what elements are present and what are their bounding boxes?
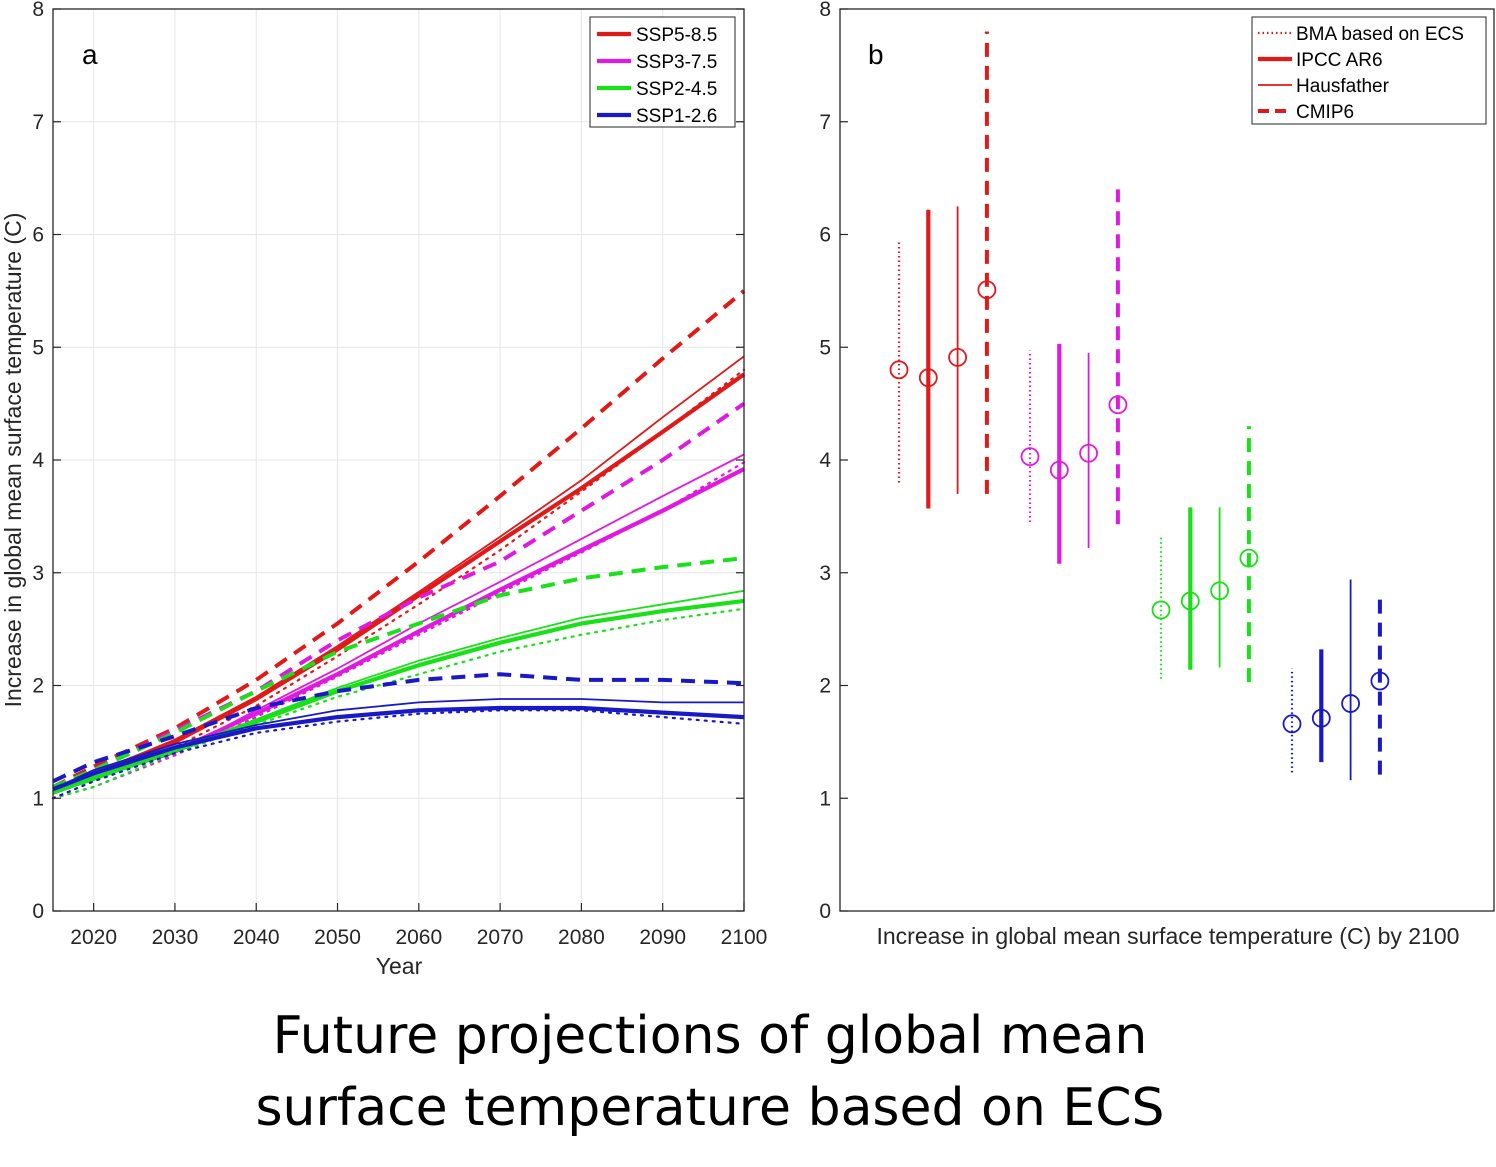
y-tick-label: 1: [819, 787, 831, 810]
legend-label: BMA based on ECS: [1296, 24, 1464, 45]
panel-a-grid: [53, 8, 745, 912]
series-line-ssp2-4-5-thin: [52, 589, 745, 794]
legend-label: SSP2-4.5: [636, 79, 717, 100]
y-tick-label: 1: [32, 787, 44, 810]
y-tick-label: 4: [32, 449, 44, 472]
central-marker-ssp3-7-5-ipcc-ar6: [1049, 460, 1069, 480]
central-marker-ssp2-4-5-ipcc-ar6: [1180, 591, 1200, 611]
caption-line-2: surface temperature based on ECS: [255, 1078, 1165, 1138]
legend-label: SSP1-2.6: [636, 106, 717, 127]
x-tick-label: 2070: [477, 926, 524, 949]
x-tick-label: 2100: [721, 926, 768, 949]
central-marker-ssp5-8-5-ipcc-ar6: [918, 368, 938, 388]
y-tick-label: 2: [819, 675, 831, 698]
caption-line-1: Future projections of global mean: [272, 1006, 1148, 1066]
x-tick-label: 2030: [152, 926, 199, 949]
x-tick-label: 2050: [314, 926, 361, 949]
y-tick-label: 0: [819, 900, 831, 923]
y-tick-label: 8: [819, 0, 831, 21]
panel-a: 2020 2030 2040 2050 2060 2070 2080 2090 2100 0 1 2 3…: [0, 0, 767, 979]
y-tick-label: 5: [819, 336, 831, 359]
y-tick-label: 8: [32, 0, 44, 21]
panel-a-xlabel: Year: [376, 953, 423, 979]
legend-label: Hausfather: [1296, 76, 1390, 97]
panel-a-letter: a: [82, 39, 98, 70]
y-tick-label: 2: [32, 675, 44, 698]
central-marker-ssp2-4-5-bma-based-on-ecs: [1151, 600, 1171, 620]
series-line-ssp1-2-6-dashed: [52, 672, 745, 784]
panel-b: 0 1 2 3 4 5 6 7 8 b Increase in global mean surf…: [819, 0, 1495, 949]
legend-label: IPCC AR6: [1296, 50, 1383, 71]
central-marker-ssp3-7-5-hausfather: [1079, 443, 1098, 463]
central-marker-ssp5-8-5-hausfather: [948, 347, 967, 367]
series-line-ssp1-2-6-dotted: [51, 709, 746, 800]
y-tick-label: 7: [819, 111, 831, 134]
panel-b-frame: [839, 8, 1495, 912]
x-tick-label: 2020: [70, 926, 117, 949]
central-marker-ssp5-8-5-cmip6: [977, 280, 997, 300]
panel-a-lines: [51, 289, 746, 800]
x-tick-label: 2040: [233, 926, 280, 949]
central-marker-ssp3-7-5-cmip6: [1108, 395, 1128, 415]
x-tick-label: 2080: [558, 926, 605, 949]
x-tick-label: 2060: [395, 926, 442, 949]
series-line-ssp5-8-5-thick: [52, 372, 746, 792]
y-tick-label: 6: [819, 224, 831, 247]
y-tick-label: 6: [32, 224, 44, 247]
panel-b-letter: b: [868, 39, 884, 70]
figure-caption: Future projections of global mean surfac…: [0, 1000, 1420, 1144]
series-line-ssp3-7-5-dashed: [52, 401, 746, 789]
central-marker-ssp1-2-6-hausfather: [1341, 694, 1360, 713]
panel-b-marks: [889, 31, 1390, 781]
panel-b-ticks: 0 1 2 3 4 5 6 7 8: [819, 0, 848, 923]
y-tick-label: 3: [819, 562, 831, 585]
y-tick-label: 4: [819, 449, 831, 472]
y-tick-label: 3: [32, 562, 44, 585]
legend-label: SSP3-7.5: [636, 52, 717, 73]
panel-b-xlabel: Increase in global mean surface temperat…: [877, 923, 1460, 949]
legend-label: CMIP6: [1296, 102, 1354, 123]
central-marker-ssp5-8-5-bma-based-on-ecs: [889, 360, 909, 380]
series-line-ssp3-7-5-thin: [52, 453, 745, 794]
legend-label: SSP5-8.5: [636, 25, 717, 46]
series-line-ssp2-4-5-dotted: [51, 607, 746, 800]
series-line-ssp1-2-6-thick: [52, 705, 745, 792]
central-marker-ssp1-2-6-cmip6: [1370, 671, 1390, 691]
central-marker-ssp2-4-5-hausfather: [1210, 581, 1229, 601]
series-line-ssp2-4-5-dashed: [52, 556, 745, 789]
y-tick-label: 0: [32, 900, 44, 923]
central-marker-ssp1-2-6-ipcc-ar6: [1311, 708, 1331, 728]
y-tick-label: 5: [32, 336, 44, 359]
series-line-ssp1-2-6-thin: [52, 698, 744, 791]
panel-a-legend: SSP5-8.5 SSP3-7.5 SSP2-4.5 SSP1-2.6: [589, 16, 736, 128]
central-marker-ssp1-2-6-bma-based-on-ecs: [1282, 714, 1302, 734]
series-line-ssp5-8-5-dashed: [52, 289, 746, 789]
x-tick-label: 2090: [639, 926, 686, 949]
central-marker-ssp2-4-5-cmip6: [1239, 548, 1259, 568]
panel-a-ylabel: Increase in global mean surface temperat…: [0, 213, 26, 708]
figure: 2020 2030 2040 2050 2060 2070 2080 2090 2100 0 1 2 3…: [0, 0, 1495, 979]
panel-b-legend: BMA based on ECS IPCC AR6 Hausfather CMIP6: [1251, 16, 1487, 125]
y-tick-label: 7: [32, 111, 44, 134]
panel-a-ticks: 2020 2030 2040 2050 2060 2070 2080 2090 2100 0 1 2 3…: [32, 0, 767, 949]
legend-box: [1251, 16, 1487, 125]
central-marker-ssp3-7-5-bma-based-on-ecs: [1020, 447, 1040, 467]
